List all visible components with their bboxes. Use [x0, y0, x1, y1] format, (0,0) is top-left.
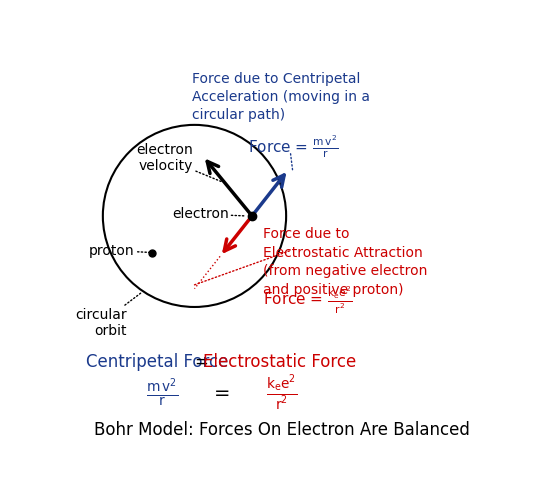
Text: Electrostatic Force: Electrostatic Force: [203, 353, 356, 371]
Text: =: =: [214, 384, 230, 402]
Text: $\frac{\mathregular{k_e e}^2}{\mathregular{r}^2}$: $\frac{\mathregular{k_e e}^2}{\mathregul…: [266, 374, 298, 412]
Text: =: =: [195, 353, 208, 371]
Text: electron: electron: [172, 207, 246, 221]
Text: Centripetal Force: Centripetal Force: [86, 353, 228, 371]
Text: Force = $\frac{\mathregular{k_e e}^2}{\mathregular{r}^2}$: Force = $\frac{\mathregular{k_e e}^2}{\m…: [263, 285, 352, 316]
Text: Force due to Centripetal
Acceleration (moving in a
circular path): Force due to Centripetal Acceleration (m…: [192, 72, 370, 122]
Text: Force = $\frac{\mathregular{m\,v}^2}{\mathregular{r}}$: Force = $\frac{\mathregular{m\,v}^2}{\ma…: [248, 134, 338, 160]
Text: circular
orbit: circular orbit: [75, 292, 142, 338]
Text: proton: proton: [89, 244, 152, 258]
Text: Force due to
Electrostatic Attraction
(from negative electron
and positive proto: Force due to Electrostatic Attraction (f…: [263, 228, 427, 296]
Text: Bohr Model: Forces On Electron Are Balanced: Bohr Model: Forces On Electron Are Balan…: [94, 422, 470, 440]
Text: $\frac{\mathregular{m\,v}^2}{\mathregular{r}}$: $\frac{\mathregular{m\,v}^2}{\mathregula…: [146, 377, 179, 409]
Text: electron
velocity: electron velocity: [136, 144, 223, 182]
